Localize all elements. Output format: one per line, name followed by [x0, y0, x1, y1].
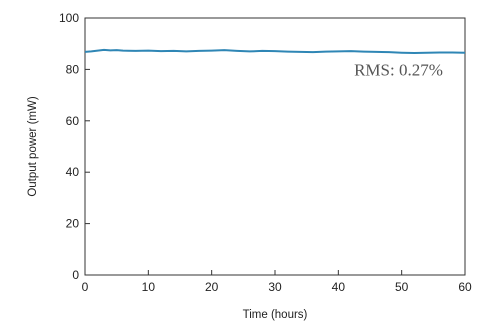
- y-tick-label: 80: [66, 62, 80, 76]
- axes: [84, 17, 466, 276]
- x-tick-label: 0: [82, 280, 89, 294]
- y-tick-label: 100: [59, 11, 79, 25]
- y-tick-label: 60: [66, 114, 80, 128]
- x-tick-label: 10: [142, 280, 156, 294]
- y-axis-label: Output power (mW): [27, 96, 39, 196]
- plot-frame: [84, 17, 466, 276]
- y-tick-label: 40: [66, 165, 80, 179]
- x-tick-label: 40: [332, 280, 346, 294]
- x-tick-label: 50: [395, 280, 409, 294]
- x-axis-label: Time (hours): [243, 309, 308, 321]
- ticks: 0 10 20 30 40 50 60 0 20 40 60 80 100: [59, 11, 472, 294]
- rms-annotation: RMS: 0.27%: [354, 60, 443, 79]
- x-tick-label: 60: [458, 280, 472, 294]
- y-tick-label: 0: [72, 268, 79, 282]
- data-series-line: [84, 48, 466, 54]
- series: [84, 48, 466, 54]
- x-tick-label: 30: [268, 280, 282, 294]
- y-tick-label: 20: [66, 217, 80, 231]
- x-tick-label: 20: [205, 280, 219, 294]
- labels: Time (hours) Output power (mW) RMS: 0.27%: [27, 60, 443, 321]
